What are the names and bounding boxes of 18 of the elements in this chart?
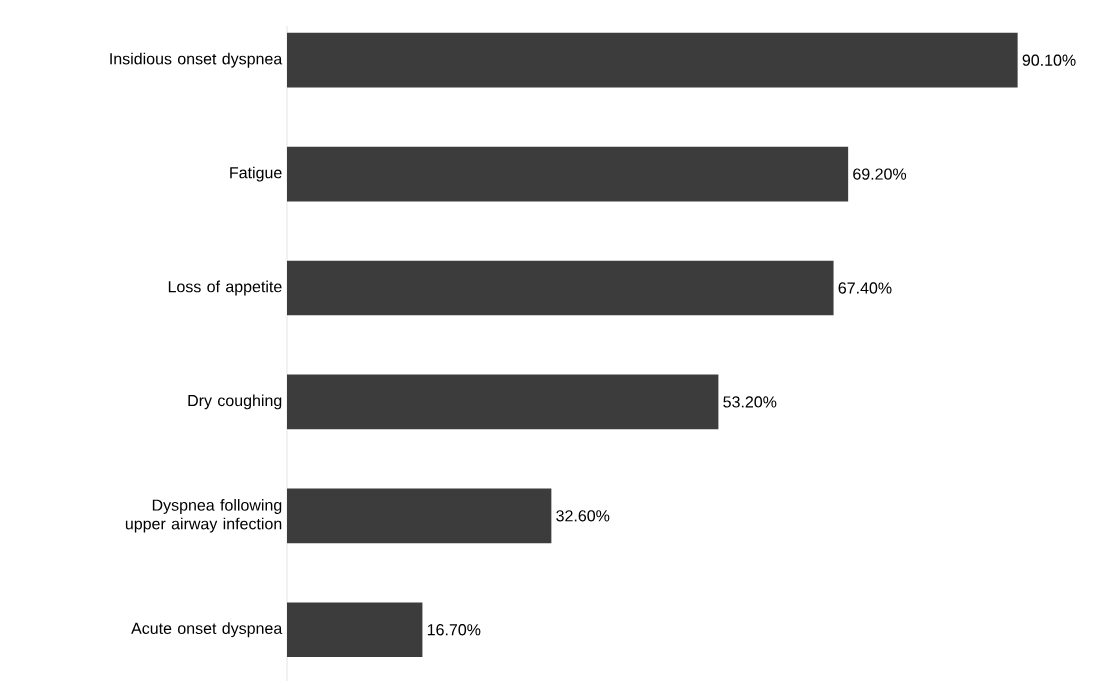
- bar: [287, 488, 552, 544]
- data-label: 16.70%: [427, 624, 481, 636]
- data-label: 53.20%: [723, 396, 777, 408]
- data-label: 32.60%: [556, 510, 610, 522]
- data-label: 67.40%: [838, 282, 892, 294]
- bar: [287, 260, 834, 316]
- bar: [287, 146, 849, 202]
- y-tick-label: Fatigue: [230, 166, 282, 182]
- y-tick-label: Dyspnea following upper airway infection: [125, 499, 282, 533]
- bar: [287, 602, 423, 658]
- bar: [287, 374, 719, 430]
- y-tick-label: Loss of appetite: [168, 280, 282, 296]
- bar: [287, 32, 1018, 88]
- y-tick-label: Dry coughing: [188, 394, 282, 410]
- y-tick-label: Insidious onset dyspnea: [110, 52, 283, 68]
- y-tick-label: Acute onset dyspnea: [131, 622, 283, 638]
- data-label: 69.20%: [853, 168, 907, 180]
- data-label: 90.10%: [1022, 54, 1076, 66]
